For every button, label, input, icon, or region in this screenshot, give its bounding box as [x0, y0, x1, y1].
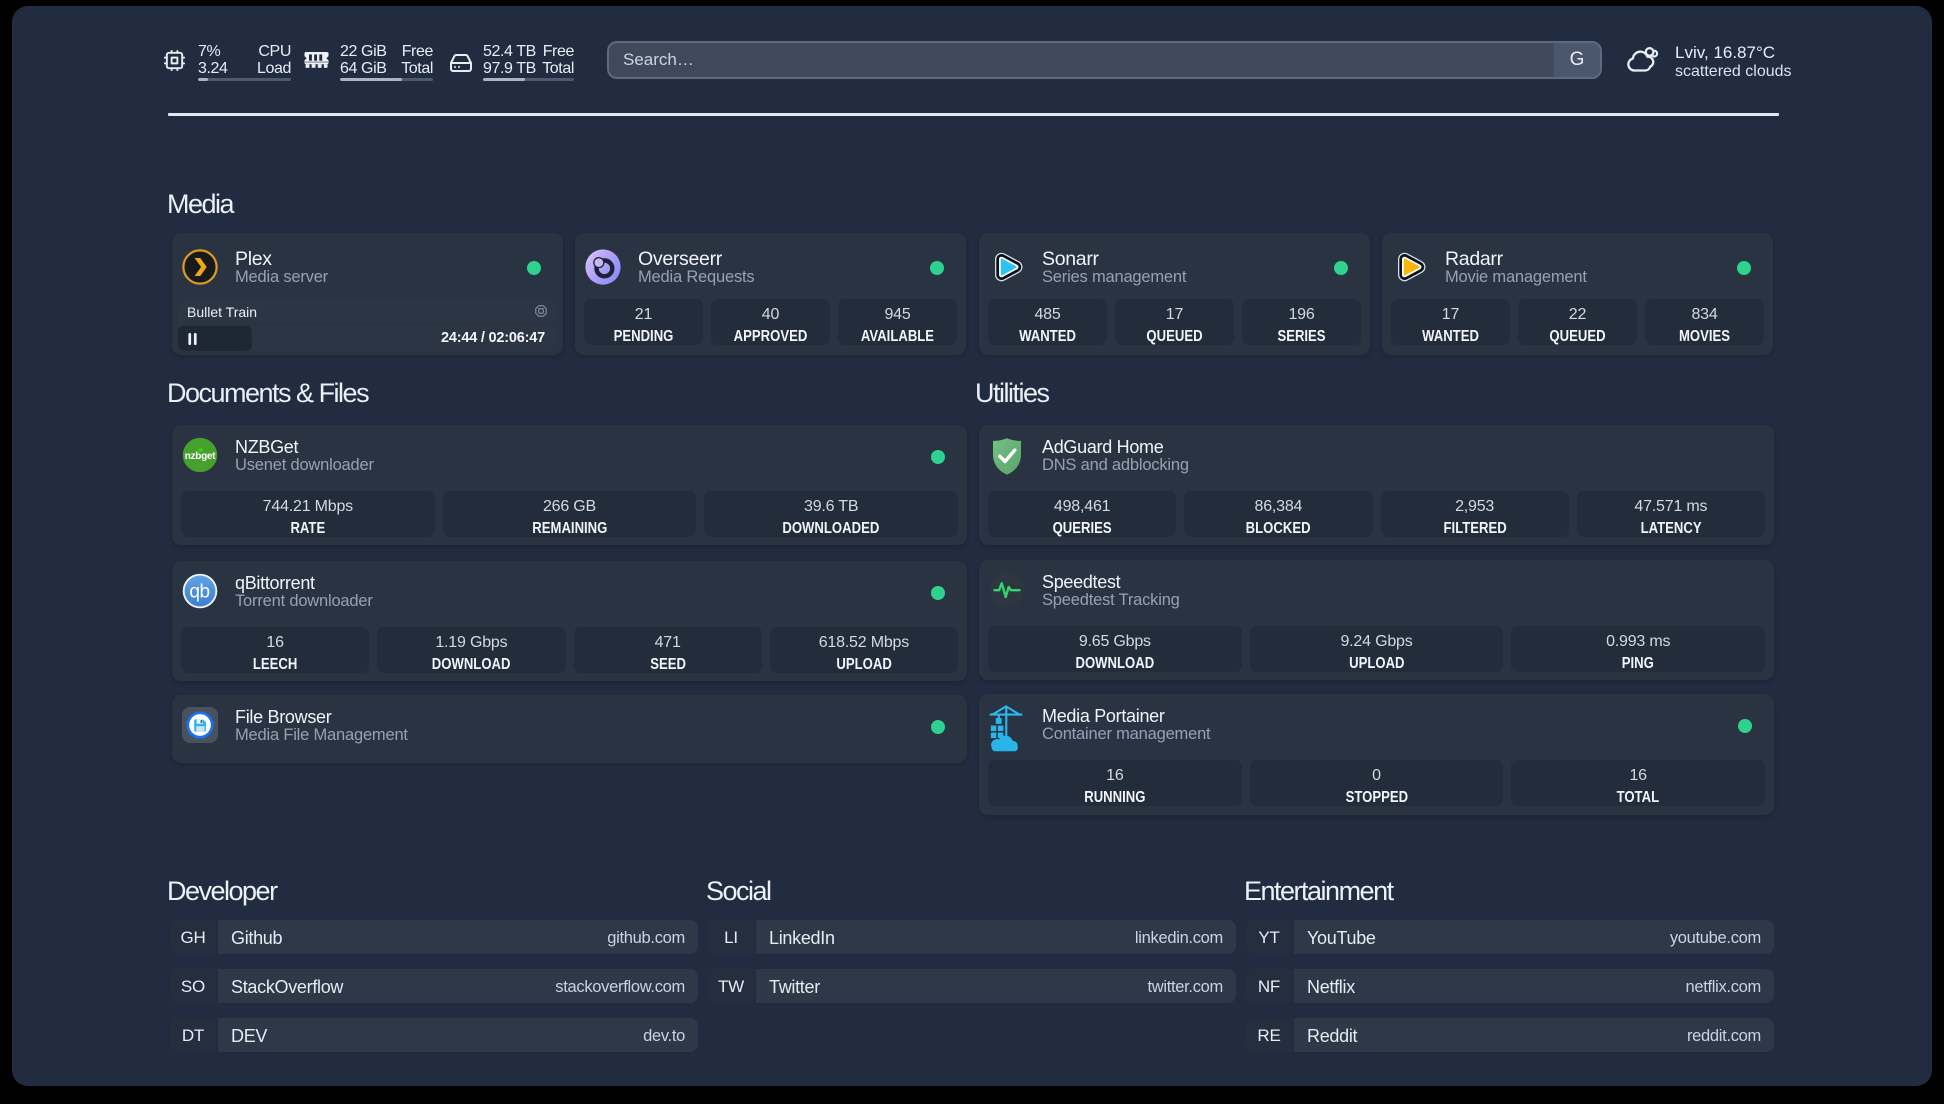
- svg-text:qb: qb: [189, 582, 209, 603]
- svg-text:nzbget: nzbget: [185, 451, 216, 462]
